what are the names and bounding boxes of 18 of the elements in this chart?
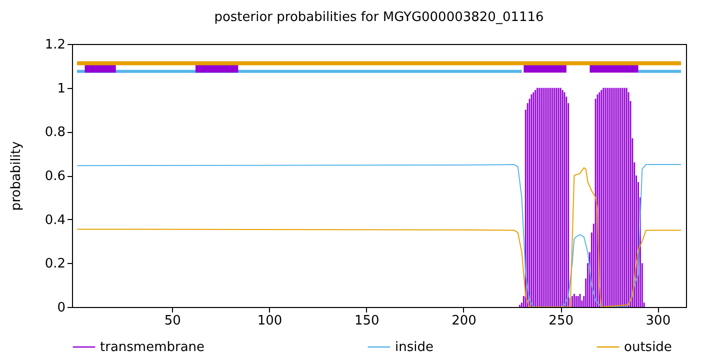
y-tick-label: 0.4 bbox=[44, 212, 66, 228]
y-tick-label: 0.2 bbox=[44, 256, 66, 272]
y-axis-title: probability bbox=[8, 141, 24, 211]
y-tick-label: 0 bbox=[57, 300, 66, 316]
y-tick-label: 1.2 bbox=[44, 38, 66, 52]
x-tick-label: 250 bbox=[548, 314, 574, 328]
x-tick-label: 50 bbox=[164, 314, 181, 328]
y-tick-label: 1 bbox=[57, 81, 66, 96]
y-tick-label: 0.8 bbox=[44, 125, 66, 140]
x-tick-label: 100 bbox=[257, 314, 282, 328]
chart-title: posterior probabilities for MGYG000003820_01116 bbox=[214, 10, 544, 25]
x-tick-label: 200 bbox=[452, 314, 476, 328]
legend-label: outside bbox=[624, 340, 672, 352]
x-tick-label: 150 bbox=[354, 314, 380, 328]
legend-label: transmembrane bbox=[100, 340, 205, 352]
x-tick-label: 300 bbox=[646, 314, 671, 328]
legend-label: inside bbox=[395, 340, 434, 352]
y-tick-label: 0.6 bbox=[44, 169, 66, 184]
